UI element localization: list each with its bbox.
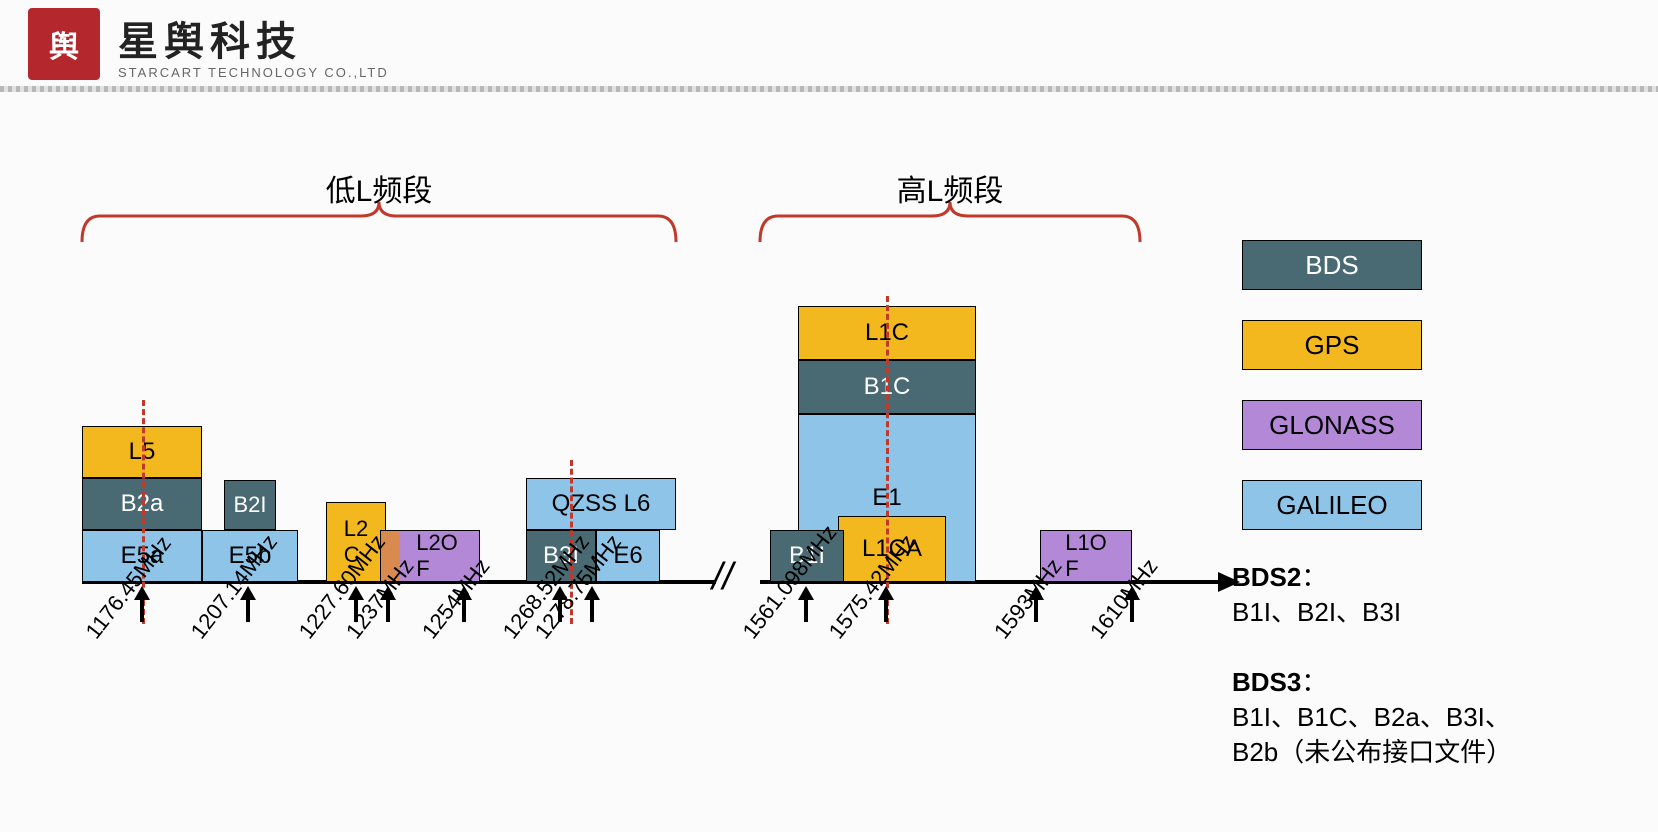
freq-tick: 1593MHz bbox=[1028, 586, 1044, 622]
freq-tick: 1237MHz bbox=[380, 586, 396, 622]
legend-bds: BDS bbox=[1242, 240, 1422, 290]
brace-label-low: 低L频段 bbox=[326, 166, 433, 210]
legend-glonass: GLONASS bbox=[1242, 400, 1422, 450]
spectrum-chart: //E1B1CL1CQZSS L6L1CAE5aB2aL5E5bL2CL1OFL… bbox=[0, 0, 1658, 832]
freq-tick: 1610MHz bbox=[1124, 586, 1140, 622]
bds-notes: BDS2：B1I、B2I、B3I BDS3：B1I、B1C、B2a、B3I、B2… bbox=[1232, 560, 1512, 771]
freq-tick: 1176.45MHz bbox=[134, 586, 150, 622]
freq-tick: 1575.42MHz bbox=[878, 586, 894, 622]
legend-gps: GPS bbox=[1242, 320, 1422, 370]
band-b2i: B2I bbox=[224, 480, 276, 530]
axis-break-icon: // bbox=[712, 556, 733, 599]
freq-label: 1593MHz bbox=[989, 554, 1067, 644]
freq-tick: 1207.14MHz bbox=[240, 586, 256, 622]
freq-tick: 1254MHz bbox=[456, 586, 472, 622]
freq-tick: 1278.75MHz bbox=[584, 586, 600, 622]
freq-tick: 1561.098MHz bbox=[798, 586, 814, 622]
brace-label-high: 高L频段 bbox=[897, 166, 1004, 210]
band-qzss-l6: QZSS L6 bbox=[526, 478, 676, 530]
legend-galileo: GALILEO bbox=[1242, 480, 1422, 530]
